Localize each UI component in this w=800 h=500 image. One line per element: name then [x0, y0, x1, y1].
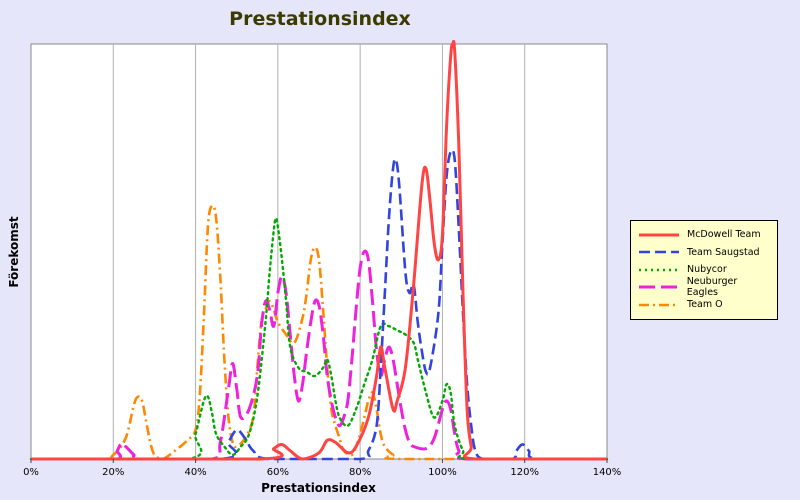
- x-tick-label: 20%: [102, 467, 124, 478]
- x-axis-label: Prestationsindex: [261, 481, 376, 495]
- x-tick-label: 140%: [593, 467, 622, 478]
- legend-swatch: [639, 233, 679, 237]
- legend-label: McDowell Team: [687, 229, 761, 241]
- legend: McDowell Team Team Saugstad Nubycor Neuburg…: [630, 220, 778, 320]
- legend-label: Team Saugstad: [687, 246, 760, 258]
- legend-item: Team O: [637, 296, 771, 314]
- legend-item: Team Saugstad: [637, 244, 771, 262]
- legend-swatch: [639, 285, 679, 289]
- legend-label: Team O: [687, 299, 723, 311]
- series-layer: [29, 39, 609, 461]
- x-tick-label: 80%: [349, 467, 371, 478]
- series-line-team-saugstad: [31, 148, 607, 461]
- x-tick-label: 40%: [184, 467, 206, 478]
- legend-item: McDowell Team: [637, 226, 771, 244]
- legend-label: Neuburger Eagles: [686, 276, 738, 299]
- y-axis-label: Förekomst: [7, 216, 21, 288]
- legend-swatch: [639, 250, 679, 254]
- x-tick-label: 100%: [428, 467, 457, 478]
- legend-swatch: [639, 303, 679, 307]
- x-tick-label: 60%: [267, 467, 289, 478]
- tick-layer: 0% 20% 40% 60% 80% 100% 120% 140%: [23, 459, 621, 478]
- x-tick-label: 120%: [510, 467, 539, 478]
- plot-area: [30, 43, 608, 460]
- x-tick-label: 0%: [23, 467, 39, 478]
- legend-item: Neuburger Eagles: [637, 276, 771, 299]
- series-line-mcdowell-team: [31, 39, 607, 461]
- legend-swatch: [639, 268, 679, 271]
- legend-item: Nubycor: [637, 261, 771, 279]
- legend-label: Nubycor: [687, 264, 727, 276]
- chart-title: Prestationsindex: [229, 8, 411, 30]
- series-line-neuburger-eagles: [31, 249, 607, 461]
- grid-layer: [112, 44, 526, 459]
- series-line-nubycor: [29, 216, 609, 461]
